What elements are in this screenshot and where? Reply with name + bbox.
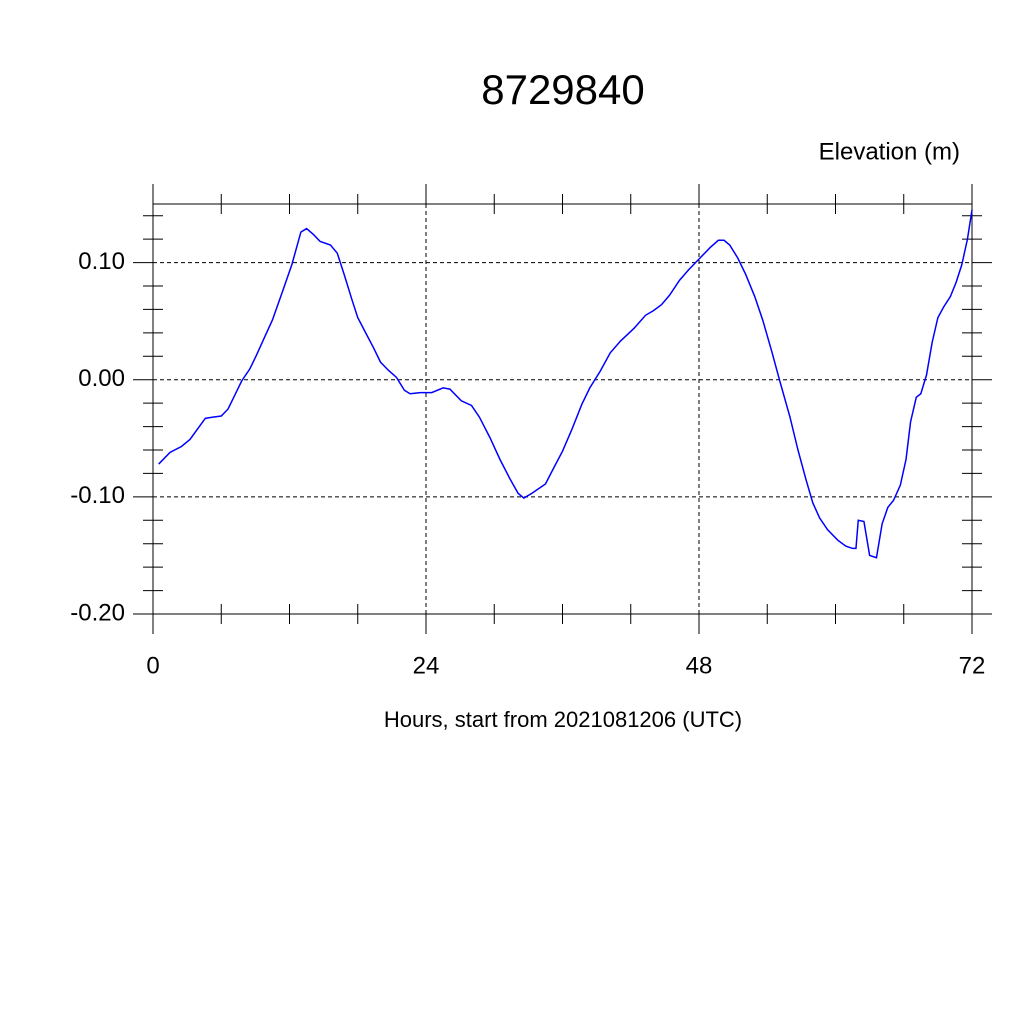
y-tick-label: -0.20	[70, 599, 125, 626]
chart-title: 8729840	[481, 66, 645, 113]
x-tick-label: 72	[959, 652, 986, 679]
y-tick-label: 0.00	[78, 365, 125, 392]
data-line	[158, 209, 973, 559]
x-tick-label: 48	[686, 652, 713, 679]
x-tick-label: 0	[146, 652, 159, 679]
y-tick-label: -0.10	[70, 482, 125, 509]
x-axis-label: Hours, start from 2021081206 (UTC)	[384, 707, 742, 732]
y-axis-label: Elevation (m)	[819, 138, 960, 165]
x-tick-label: 24	[413, 652, 440, 679]
plot-frame	[152, 203, 973, 615]
y-tick-label: 0.10	[78, 248, 125, 275]
